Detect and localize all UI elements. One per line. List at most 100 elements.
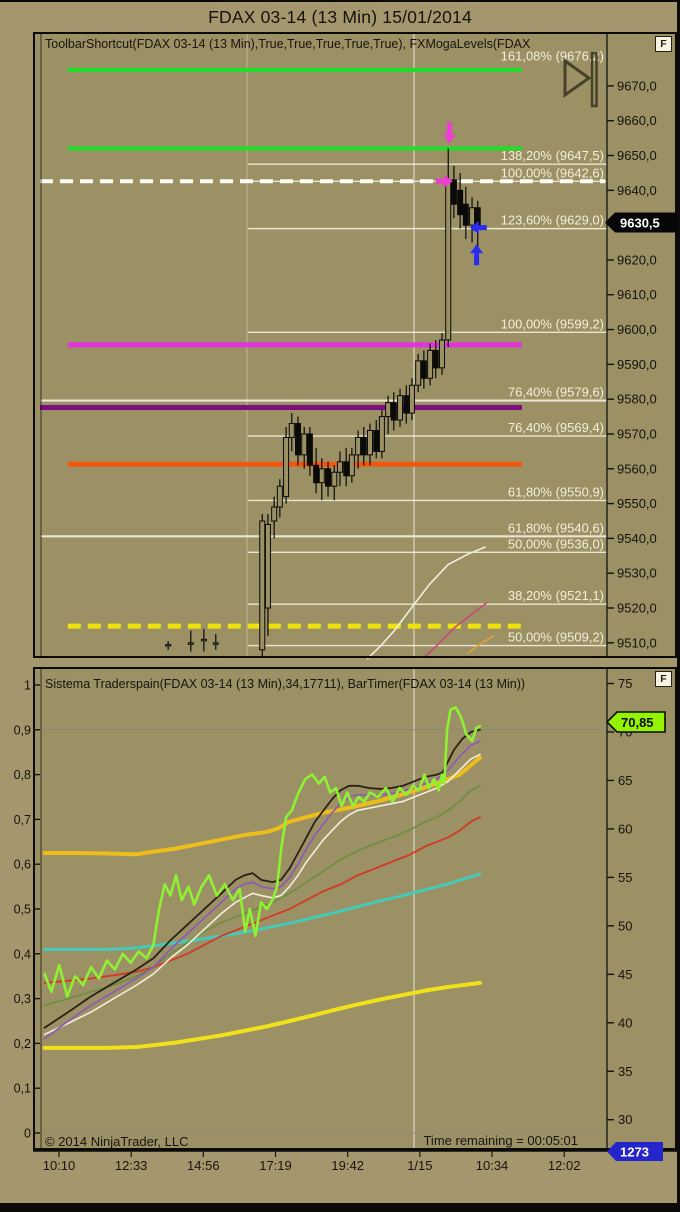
indicator-left-tick-label: 0 [24,1127,31,1141]
x-axis-label: 17:19 [259,1158,292,1173]
indicator-left-tick-label: 0,9 [14,723,31,737]
x-axis-label: 12:33 [114,1158,148,1173]
price-tick-label: 9640,0 [617,183,657,198]
price-tick-label: 9560,0 [617,461,657,476]
x-axis-label: 14:56 [187,1158,220,1173]
price-tick-label: 9660,0 [617,113,657,128]
candle-body [343,461,350,477]
candle-body [355,436,362,456]
left-arrow-marker [469,221,487,235]
candle-body [385,402,392,418]
price-tick-label: 9650,0 [617,148,657,163]
fib-level-label: 123,60% (9629,0) [501,213,604,228]
indicator-left-tick-label: 0,5 [14,903,31,917]
candle-body [318,468,325,484]
indicator-value-badge: 70,85 [605,711,666,733]
indicator-left-tick-label: 0,3 [14,992,31,1006]
candle-body [457,189,464,216]
candle-body [439,339,446,369]
candle-body [264,523,271,609]
top-panel-f-button[interactable]: F [655,36,672,52]
x-axis-label: 10:34 [475,1158,509,1173]
candle-body [432,349,439,369]
f-label: F [660,38,667,50]
orange-ma [467,635,495,655]
up-arrow-marker [470,244,484,266]
indicator-left-tick-label: 0,1 [14,1082,31,1096]
candle-body [373,429,380,452]
bottom-indicator-label: Sistema Traderspain(FDAX 03-14 (13 Min),… [45,677,526,691]
autoscroll-play-icon[interactable] [560,50,602,110]
top-indicator-label: ToolbarShortcut(FDAX 03-14 (13 Min),True… [45,37,531,51]
black-line [43,728,481,1029]
candle-body [408,384,415,414]
candle-body [187,642,194,645]
chartreuse-oscillator [43,706,482,998]
price-tick-label: 9540,0 [617,531,657,546]
candle-body [313,464,320,484]
indicator-right-tick-label: 55 [618,870,632,885]
price-tick-label: 9550,0 [617,496,657,511]
x-axis-label: 19:42 [331,1158,364,1173]
fib-level-label: 161,08% (9676,2) [501,48,604,63]
price-tick-label: 9520,0 [617,601,657,616]
candle-body [212,642,219,645]
window-title: FDAX 03-14 (13 Min) 15/01/2014 [208,7,472,27]
fib-level-label: 100,00% (9642,6) [501,165,604,180]
window-bottom-edge [0,1203,680,1212]
price-tick-label: 9610,0 [617,287,657,302]
indicator-right-tick-label: 50 [618,918,632,933]
price-tick-label: 9570,0 [617,426,657,441]
indicator-right-tick-label: 30 [618,1112,632,1127]
fib-level-label: 76,40% (9569,4) [508,420,604,435]
candle-body [378,416,385,452]
candle-body [301,433,308,456]
candle-body [294,423,301,456]
fib-level-label: 38,20% (9521,1) [508,588,604,603]
price-tick-label: 9580,0 [617,392,657,407]
pink-ma [424,601,488,658]
x-axis-label: 12:02 [547,1158,581,1173]
candle-body [390,402,397,421]
price-badge: 9630,5 [605,212,678,233]
bottom-panel-f-button[interactable]: F [655,671,672,687]
candle-body [366,429,373,456]
candle-body [288,423,295,438]
fib-level-label: 138,20% (9647,5) [501,148,604,163]
indicator-right-tick-label: 45 [618,967,632,982]
olive-green-line [43,784,481,1007]
indicator-right-tick-label: 35 [618,1064,632,1079]
bar-timer-badge: 1273 [607,1142,663,1161]
price-tick-label: 9530,0 [617,566,657,581]
candle-body [331,471,338,487]
red-line [43,816,481,984]
white-ma [366,546,486,660]
copyright-text: © 2014 NinjaTrader, LLC [45,1134,189,1149]
x-axis-label: 1/15 [407,1158,433,1173]
f-label: F [660,673,667,685]
indicator-left-tick-label: 1 [24,679,31,693]
indicator-right-tick-label: 40 [618,1015,632,1030]
fib-level-label: 50,00% (9536,0) [508,536,604,551]
candle-body [276,485,283,508]
candle-body [415,360,422,386]
price-tick-label: 9510,0 [617,635,657,650]
indicator-right-tick-label: 60 [618,821,632,836]
candle-body [348,454,355,477]
candle-body [306,433,313,466]
indicator-right-tick-label: 65 [618,773,632,788]
candle-body [336,461,343,473]
candle-body [462,203,469,226]
price-tick-label: 9600,0 [617,322,657,337]
candle-body [445,179,452,341]
indicator-badge-value: 70,85 [621,715,654,730]
candle-body [360,436,367,456]
candle-body [259,520,266,651]
down-arrow-marker [442,122,456,144]
x-axis-label: 10:10 [42,1158,76,1173]
candle-body [427,349,434,379]
candle-body [271,506,278,522]
price-tick-label: 9590,0 [617,357,657,372]
